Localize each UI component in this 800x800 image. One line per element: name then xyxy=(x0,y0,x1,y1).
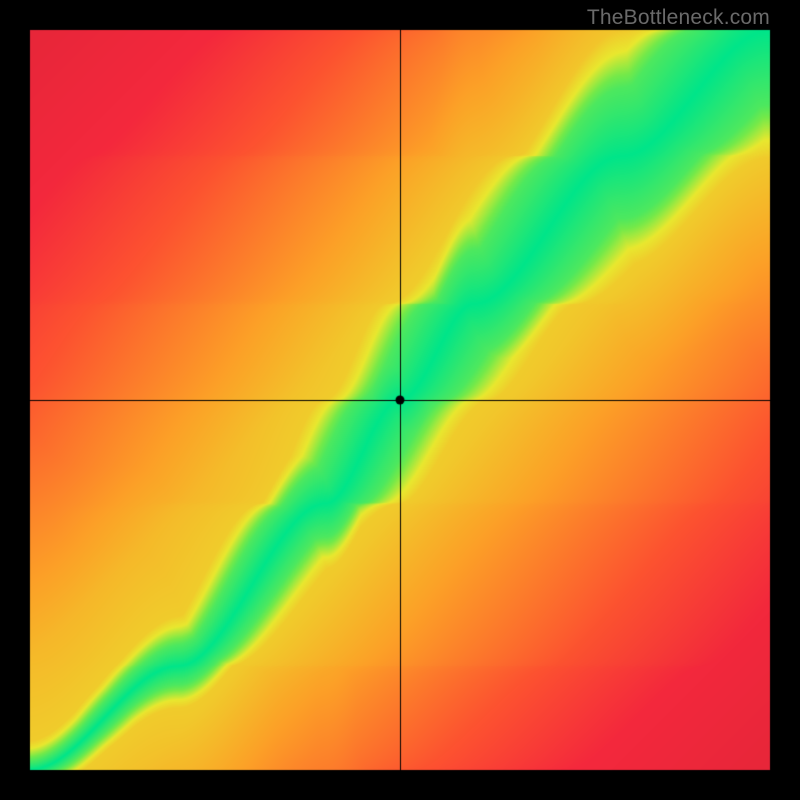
bottleneck-heatmap xyxy=(0,0,800,800)
watermark-text: TheBottleneck.com xyxy=(587,6,770,30)
